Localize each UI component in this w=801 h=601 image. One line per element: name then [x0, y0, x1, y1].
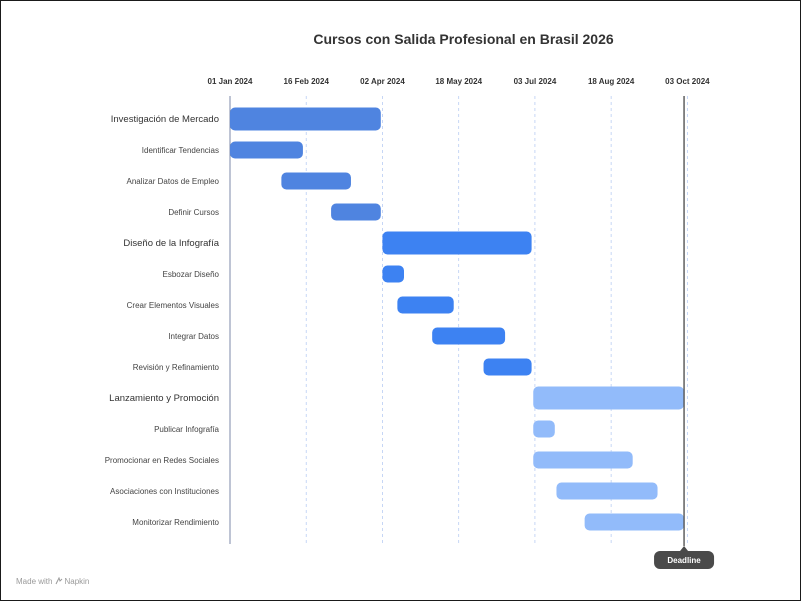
- task-label: Identificar Tendencias: [142, 146, 219, 155]
- task-label: Promocionar en Redes Sociales: [105, 456, 219, 465]
- task-bar: [584, 513, 685, 531]
- task-label: Monitorizar Rendimiento: [132, 518, 219, 527]
- x-tick-label: 03 Oct 2024: [665, 77, 710, 86]
- deadline-badge: [654, 551, 715, 569]
- group-bar: [230, 107, 381, 131]
- task-bar: [382, 265, 404, 283]
- chart-title: Cursos con Salida Profesional en Brasil …: [313, 31, 614, 47]
- x-tick-label: 03 Jul 2024: [514, 77, 557, 86]
- task-bar: [331, 203, 381, 221]
- task-bar: [230, 141, 303, 159]
- task-bar: [533, 420, 555, 438]
- napkin-logo-icon: [55, 576, 63, 585]
- group-bar: [533, 386, 685, 410]
- task-bar: [556, 482, 658, 500]
- made-with-text: Made with: [16, 577, 53, 586]
- made-with-footer: Made with Napkin: [16, 576, 90, 586]
- task-label: Esbozar Diseño: [163, 270, 220, 279]
- x-tick-label: 18 Aug 2024: [588, 77, 635, 86]
- group-label: Investigación de Mercado: [111, 114, 219, 125]
- task-bar: [483, 358, 532, 376]
- task-bar: [432, 327, 506, 345]
- x-tick-label: 01 Jan 2024: [208, 77, 253, 86]
- task-label: Revisión y Refinamiento: [133, 363, 220, 372]
- x-tick-label: 02 Apr 2024: [360, 77, 405, 86]
- x-tick-label: 16 Feb 2024: [284, 77, 330, 86]
- deadline-pointer: [680, 546, 689, 551]
- task-label: Integrar Datos: [168, 332, 219, 341]
- task-label: Analizar Datos de Empleo: [127, 177, 220, 186]
- brand-name: Napkin: [64, 577, 90, 586]
- group-bar: [382, 231, 532, 255]
- deadline-label: Deadline: [667, 556, 701, 565]
- task-bar: [533, 451, 633, 469]
- task-label: Asociaciones con Instituciones: [110, 487, 219, 496]
- task-bar: [397, 296, 454, 314]
- task-label: Crear Elementos Visuales: [127, 301, 219, 310]
- task-label: Publicar Infografía: [154, 425, 219, 434]
- task-bar: [281, 172, 351, 190]
- group-label: Diseño de la Infografía: [123, 238, 219, 249]
- group-label: Lanzamiento y Promoción: [109, 393, 219, 404]
- task-label: Definir Cursos: [168, 208, 219, 217]
- x-tick-label: 18 May 2024: [435, 77, 482, 86]
